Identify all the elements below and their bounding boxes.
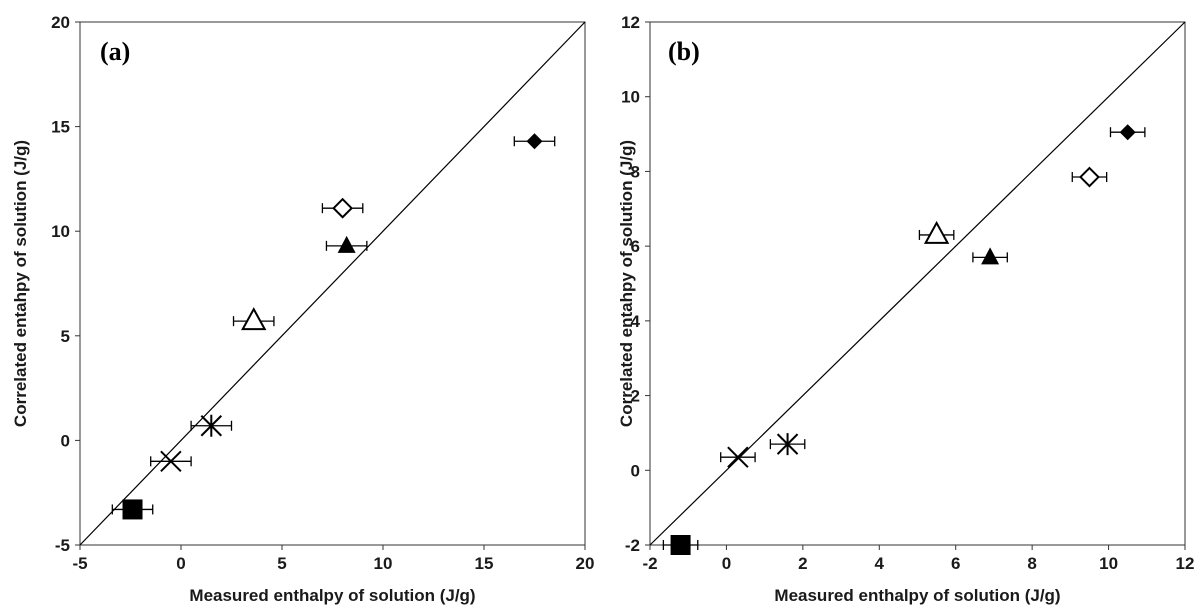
plot-area-frame xyxy=(79,21,586,546)
data-point-open-diamond xyxy=(321,197,364,219)
data-point-filled-triangle xyxy=(972,247,1008,265)
y-tick-label: 0 xyxy=(61,431,70,450)
y-tick-label: 8 xyxy=(631,162,640,181)
marker-filled-diamond xyxy=(526,133,543,150)
x-tick-label: 10 xyxy=(374,554,393,573)
data-point-filled-triangle xyxy=(325,235,368,253)
x-tick-label: 6 xyxy=(951,554,960,573)
y-tick-label: 6 xyxy=(631,237,640,256)
marker-open-triangle xyxy=(241,307,267,331)
marker-asterisk xyxy=(200,414,223,437)
y-tick-label: 12 xyxy=(621,13,640,32)
x-tick-label: 8 xyxy=(1027,554,1036,573)
x-tick-label: 15 xyxy=(475,554,494,573)
panel-a: -5 0 5 10 15 20 -5 0 5 10 15 20 (a) Measured entha… xyxy=(11,13,594,605)
y-axis-ticks: -2 0 2 4 6 8 10 12 xyxy=(621,13,650,555)
x-axis-ticks: -2 0 2 4 6 8 10 12 xyxy=(642,545,1194,573)
y-tick-label: 0 xyxy=(631,461,640,480)
y-tick-label: 15 xyxy=(51,118,70,137)
panel-label: (b) xyxy=(668,37,700,66)
x-tick-label: 4 xyxy=(875,554,885,573)
x-axis-title: Measured enthalpy of solution (J/g) xyxy=(189,586,475,605)
plot-area-frame xyxy=(649,21,1186,546)
marker-open-diamond xyxy=(1079,166,1100,188)
x-tick-label: -5 xyxy=(72,554,87,573)
data-point-filled-square xyxy=(662,535,699,555)
data-point-filled-diamond xyxy=(1109,124,1146,141)
parity-line xyxy=(79,21,586,546)
x-tick-label: 10 xyxy=(1099,554,1118,573)
y-tick-label: 10 xyxy=(51,222,70,241)
data-point-cross xyxy=(150,450,192,473)
x-axis-title: Measured enthalpy of solution (J/g) xyxy=(774,586,1060,605)
data-point-asterisk xyxy=(190,414,233,437)
y-tick-label: 20 xyxy=(51,13,70,32)
marker-asterisk xyxy=(776,433,799,456)
x-tick-label: 12 xyxy=(1176,554,1195,573)
panel-label: (a) xyxy=(100,37,130,66)
marker-filled-triangle xyxy=(337,235,356,253)
data-point-filled-square xyxy=(111,499,154,520)
x-tick-label: 0 xyxy=(176,554,185,573)
x-tick-label: 2 xyxy=(798,554,807,573)
y-axis-title: Correlated entahpy of solution (J/g) xyxy=(617,140,636,427)
data-point-filled-diamond xyxy=(513,133,556,150)
x-tick-label: 20 xyxy=(576,554,595,573)
x-tick-label: 5 xyxy=(277,554,286,573)
data-point-open-diamond xyxy=(1071,166,1108,188)
data-points xyxy=(111,133,556,520)
y-tick-label: 2 xyxy=(631,387,640,406)
marker-open-diamond xyxy=(332,197,354,219)
marker-filled-triangle xyxy=(981,247,1000,265)
y-tick-label: -2 xyxy=(625,536,640,555)
x-tick-label: 0 xyxy=(722,554,731,573)
x-tick-label: -2 xyxy=(642,554,657,573)
marker-open-triangle xyxy=(923,220,950,244)
x-axis-ticks: -5 0 5 10 15 20 xyxy=(72,545,594,573)
marker-cross xyxy=(160,450,182,473)
y-axis-ticks: -5 0 5 10 15 20 xyxy=(51,13,80,555)
marker-cross xyxy=(727,446,749,468)
y-tick-label: 10 xyxy=(621,88,640,107)
parity-line xyxy=(649,21,1186,546)
y-axis-title: Correlated entahpy of solution (J/g) xyxy=(11,140,30,427)
marker-filled-square xyxy=(122,499,143,520)
data-point-cross xyxy=(720,446,756,468)
panel-b: -2 0 2 4 6 8 10 12 -2 0 2 4 6 8 10 12 (b) Measured ent… xyxy=(617,13,1194,605)
data-points xyxy=(662,124,1146,555)
data-point-asterisk xyxy=(769,433,806,456)
data-point-open-triangle xyxy=(918,220,955,244)
y-tick-label: -5 xyxy=(55,536,70,555)
marker-filled-diamond xyxy=(1119,124,1136,141)
y-tick-label: 4 xyxy=(631,312,641,331)
marker-filled-square xyxy=(670,535,691,555)
y-tick-label: 5 xyxy=(61,327,70,346)
data-point-open-triangle xyxy=(232,307,275,331)
